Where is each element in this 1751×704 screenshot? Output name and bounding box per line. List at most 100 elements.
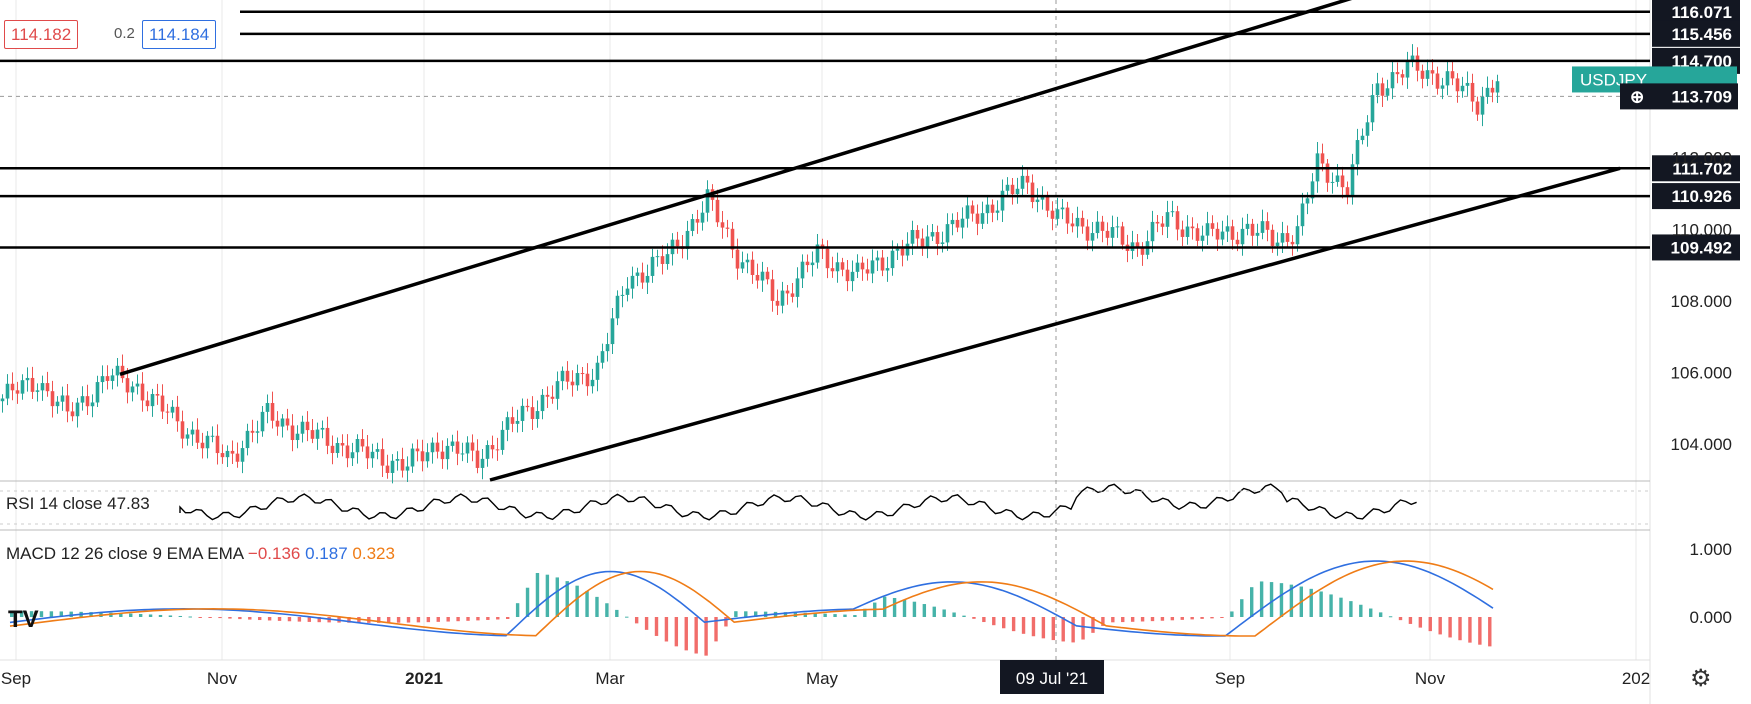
candle-body: [1120, 226, 1125, 245]
macd-legend[interactable]: MACD 12 26 close 9 EMA EMA −0.136 0.187 …: [6, 544, 395, 564]
candle-body: [440, 451, 445, 460]
candle-body: [1020, 175, 1025, 189]
candle-body: [445, 445, 450, 460]
macd-histogram-bar: [178, 615, 183, 617]
gear-icon[interactable]: ⚙: [1690, 665, 1712, 692]
ask-price-box[interactable]: 114.184: [142, 20, 217, 49]
candle-body: [760, 271, 765, 281]
macd-histogram-bar: [754, 611, 758, 617]
macd-histogram-bar: [972, 617, 976, 619]
macd-histogram-bar: [744, 611, 748, 617]
macd-histogram-bar: [1279, 583, 1284, 617]
candle-body: [1345, 187, 1350, 196]
candle-body: [485, 445, 490, 459]
candle-body: [145, 400, 150, 407]
macd-line: [9, 560, 1494, 637]
rsi-legend[interactable]: RSI 14 close 47.83: [6, 494, 150, 514]
macd-histogram-bar: [69, 611, 73, 617]
candle-body: [855, 262, 860, 272]
macd-histogram-bar: [1240, 599, 1244, 617]
candle-body: [985, 204, 990, 214]
macd-histogram-bar: [129, 613, 133, 617]
candle-body: [1485, 87, 1490, 97]
bid-price-box[interactable]: 114.182: [4, 20, 79, 49]
macd-histogram-bar: [347, 617, 351, 623]
macd-histogram-bar: [456, 617, 460, 622]
candle-body: [800, 261, 805, 279]
candle-body: [435, 442, 440, 452]
candle-body: [1170, 211, 1175, 213]
candle-body: [1415, 55, 1420, 71]
macd-signal-value: 0.323: [352, 544, 395, 563]
candle-body: [195, 429, 200, 443]
candle-body: [825, 248, 830, 269]
candle-body: [1305, 198, 1310, 204]
macd-histogram-bar: [575, 585, 579, 617]
candle-body: [655, 256, 660, 258]
candle-body: [465, 442, 470, 454]
candle-body: [575, 373, 580, 386]
macd-histogram-bar: [39, 611, 44, 617]
time-axis: Sep Nov 2021 Mar May Sep Nov 202 09 Jul '21: [1, 660, 1650, 694]
candle-body: [565, 370, 570, 382]
macd-histogram-bar: [89, 612, 93, 617]
macd-histogram-bar: [843, 614, 847, 617]
candle-body: [340, 443, 345, 446]
channel-line: [489, 166, 1621, 482]
macd-histogram-bar: [1200, 617, 1204, 619]
candle-body: [980, 213, 985, 224]
macd-histogram-bar: [297, 617, 302, 622]
candle-body: [470, 442, 475, 451]
candle-body: [290, 425, 295, 441]
tradingview-logo-icon[interactable]: TV: [8, 606, 39, 633]
macd-histogram-bar: [902, 599, 907, 617]
candle-series: [0, 44, 1500, 484]
candle-body: [80, 396, 85, 403]
macd-histogram-bar: [1111, 617, 1115, 623]
macd-histogram-bar: [29, 611, 34, 617]
candle-body: [835, 262, 840, 272]
candle-body: [350, 452, 355, 459]
candle-body: [240, 448, 245, 462]
macd-histogram-bar: [962, 615, 966, 617]
candle-body: [260, 411, 265, 432]
candle-body: [50, 391, 55, 407]
candle-body: [105, 376, 110, 381]
candle-body: [935, 232, 940, 244]
candle-body: [675, 239, 680, 247]
candle-body: [885, 268, 890, 271]
candle-body: [660, 256, 665, 264]
level-price-tag: [1652, 20, 1740, 47]
macd-histogram-bar: [406, 617, 411, 623]
macd-pane: [9, 560, 1494, 656]
trend-channel[interactable]: [119, 0, 1621, 482]
candle-body: [505, 417, 510, 430]
x-tick-label: Nov: [1415, 669, 1446, 688]
candle-body: [1360, 135, 1365, 141]
candle-body: [95, 382, 100, 403]
macd-histogram-bar: [258, 617, 262, 621]
macd-y-tick-label: 0.000: [1689, 608, 1732, 627]
macd-histogram-bar: [1031, 617, 1036, 637]
candle-body: [860, 262, 865, 270]
candle-body: [310, 430, 315, 439]
macd-histogram-bar: [1091, 617, 1095, 633]
candle-body: [1350, 164, 1355, 196]
macd-histogram-bar: [525, 587, 530, 617]
horizontal-levels[interactable]: [0, 10, 1650, 249]
candle-body: [1165, 212, 1170, 227]
candle-body: [425, 452, 430, 462]
crosshair-plus-icon: ⊕: [1630, 87, 1644, 106]
candle-body: [1210, 223, 1215, 229]
candle-body: [930, 232, 935, 237]
candle-body: [1185, 226, 1190, 237]
candle-body: [385, 465, 390, 473]
candle-body: [845, 269, 850, 282]
macd-histogram-bar: [119, 613, 123, 617]
macd-histogram-bar: [595, 596, 599, 617]
candle-body: [1220, 231, 1225, 240]
macd-histogram-bar: [148, 614, 153, 617]
candle-body: [1030, 182, 1035, 203]
candle-body: [90, 402, 95, 407]
